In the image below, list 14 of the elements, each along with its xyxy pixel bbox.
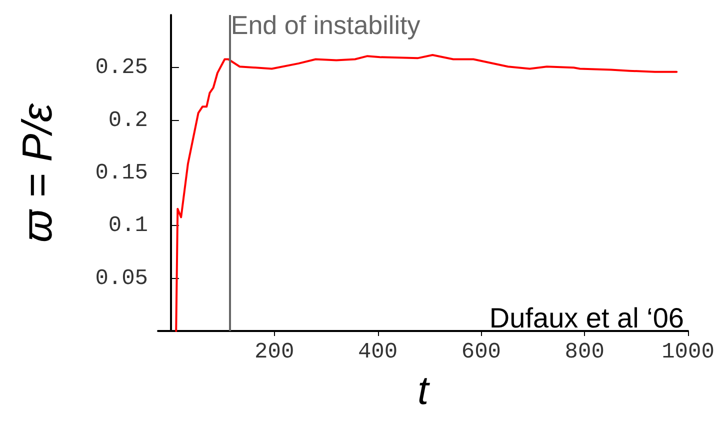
x-tick-label: 800 bbox=[564, 340, 604, 364]
x-tick-label: 600 bbox=[461, 340, 501, 364]
y-tick-label: 0.05 bbox=[95, 266, 148, 291]
y-tick-label: 0.15 bbox=[95, 160, 148, 186]
y-axis-title: ϖ = P/ε bbox=[14, 103, 60, 242]
y-tick-label: 0.1 bbox=[108, 213, 148, 238]
x-tick-label: 1000 bbox=[662, 340, 714, 364]
y-tick-label: 0.2 bbox=[108, 108, 148, 133]
ref-line-label: End of instability bbox=[230, 10, 420, 40]
annotation: Dufaux et al ‘06 bbox=[489, 302, 684, 334]
y-tick-label: 0.25 bbox=[95, 55, 148, 80]
x-tick-label: 400 bbox=[358, 340, 398, 364]
x-axis-title: t bbox=[417, 369, 430, 413]
x-tick-label: 200 bbox=[254, 340, 294, 364]
